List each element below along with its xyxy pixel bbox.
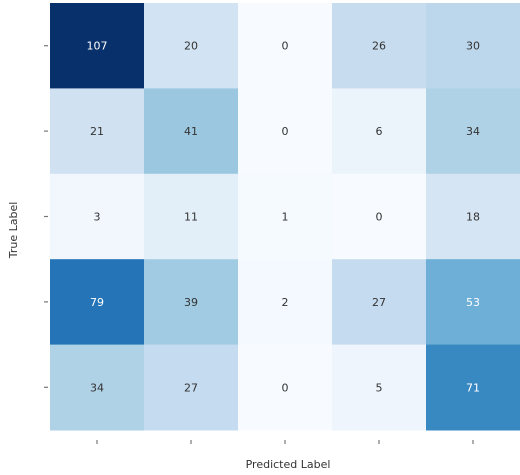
cell-value-label: 5 (376, 381, 383, 394)
cell-value-label: 0 (376, 211, 383, 224)
axis-ticks (44, 45, 474, 444)
heatmap-cell (50, 259, 145, 346)
cell-value-label: 20 (184, 40, 198, 53)
y-axis-label: True Label (7, 202, 20, 260)
cell-value-label: 0 (282, 40, 289, 53)
cell-value-label: 34 (466, 125, 480, 138)
heatmap-cell (50, 173, 145, 260)
heatmap-cell (426, 88, 520, 175)
heatmap-cell (426, 344, 520, 431)
heatmap-cell (144, 88, 239, 175)
cell-value-label: 6 (376, 125, 383, 138)
cell-value-label: 107 (87, 40, 108, 53)
heatmap-cell (332, 173, 427, 260)
heatmap-cell (332, 259, 427, 346)
heatmap-cell (332, 88, 427, 175)
cell-value-label: 21 (90, 125, 104, 138)
cell-value-label: 79 (90, 296, 104, 309)
cell-value-label: 26 (372, 40, 386, 53)
cell-value-label: 71 (466, 381, 480, 394)
cell-value-label: 27 (184, 381, 198, 394)
heatmap-cell (50, 344, 145, 431)
heatmap-cell (144, 3, 239, 89)
cell-value-label: 0 (282, 381, 289, 394)
heatmap-cell (238, 259, 333, 346)
heatmap-cell (238, 88, 333, 175)
heatmap-cell (144, 173, 239, 260)
heatmap-cell (50, 88, 145, 175)
heatmap-cell (332, 3, 427, 89)
heatmap-cell (426, 259, 520, 346)
heatmap-cell (332, 344, 427, 431)
heatmap-cell (426, 173, 520, 260)
heatmap-cell (238, 3, 333, 89)
heatmap-cell (238, 173, 333, 260)
cell-value-label: 3 (94, 211, 101, 224)
cell-value-label: 1 (282, 211, 289, 224)
cell-value-label: 0 (282, 125, 289, 138)
cell-value-label: 27 (372, 296, 386, 309)
heatmap-cell (144, 259, 239, 346)
cell-value-label: 34 (90, 381, 104, 394)
cell-value-label: 18 (466, 211, 480, 224)
cell-value-label: 53 (466, 296, 480, 309)
heatmap-cell (238, 344, 333, 431)
cell-value-label: 39 (184, 296, 198, 309)
heatmap-cell (50, 3, 145, 89)
cell-value-label: 41 (184, 125, 198, 138)
cell-value-label: 30 (466, 40, 480, 53)
heatmap-cell (144, 344, 239, 431)
x-axis-label: Predicted Label (246, 458, 331, 471)
cell-value-label: 11 (184, 211, 198, 224)
heatmap-cell (426, 3, 520, 89)
cell-value-label: 2 (282, 296, 289, 309)
